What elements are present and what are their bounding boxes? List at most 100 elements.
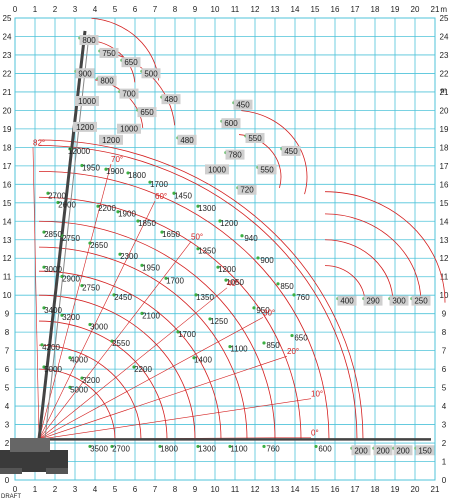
load-label: 650	[140, 108, 154, 117]
load-label-bg	[237, 184, 257, 195]
load-label: 1700	[178, 330, 196, 339]
load-label: 760	[296, 293, 310, 302]
load-label-bg	[117, 123, 141, 134]
load-point	[110, 444, 114, 449]
crane-body	[0, 438, 68, 474]
load-label: 1250	[210, 317, 228, 326]
load-label: 3200	[62, 313, 80, 322]
boom-angle-label: 30°	[263, 308, 275, 317]
x-tick-label-top: 4	[93, 5, 98, 14]
range-arc	[324, 239, 394, 303]
load-point	[140, 263, 144, 267]
load-label: 2450	[114, 293, 132, 302]
load-label: 1200	[76, 123, 94, 132]
load-label: 1800	[128, 171, 146, 180]
x-tick-label-top: 5	[113, 5, 118, 14]
load-label: 1350	[198, 247, 216, 256]
y-tick-label-right: 17	[440, 162, 449, 171]
y-tick-label: 0	[5, 476, 10, 485]
load-label: 1300	[198, 444, 216, 453]
x-tick-label-top: 19	[391, 5, 400, 14]
load-label: 450	[236, 101, 250, 110]
load-point	[164, 276, 168, 280]
load-label: 4000	[70, 356, 88, 365]
load-label-bg	[121, 57, 141, 68]
load-point	[208, 317, 212, 321]
boom-angle-line	[38, 287, 228, 440]
y-tick-label-right: 0	[442, 476, 447, 485]
x-tick-label-top: 9	[193, 5, 198, 14]
crane-base	[0, 450, 68, 472]
boom-angle-label: 0°	[311, 428, 319, 437]
load-point	[96, 204, 100, 208]
y-tick-label: 14	[3, 217, 12, 226]
x-tick-label-top: 12	[251, 5, 260, 14]
load-label: 1000	[78, 97, 96, 106]
x-tick-label-top: 10	[211, 5, 220, 14]
load-label: 750	[102, 49, 116, 58]
load-point	[88, 444, 92, 449]
y-tick-label: 24	[3, 32, 12, 41]
load-point	[80, 376, 84, 380]
load-point	[88, 241, 92, 245]
load-label: 800	[82, 36, 96, 45]
load-label-bg	[257, 164, 277, 175]
load-label: 1900	[118, 210, 136, 219]
load-label: 3400	[44, 306, 62, 315]
y-tick-label: 17	[3, 162, 12, 171]
load-label: 760	[266, 444, 280, 453]
load-point	[160, 230, 164, 234]
x-tick-label: 7	[153, 485, 158, 494]
load-label: 1650	[162, 230, 180, 239]
y-tick-label-right: 4	[442, 402, 447, 411]
load-label-bg	[79, 35, 99, 46]
load-label-bg	[337, 295, 357, 306]
range-arc	[324, 191, 446, 303]
y-tick-label-right: 15	[440, 199, 449, 208]
load-point	[46, 191, 50, 195]
load-point	[276, 282, 280, 286]
x-tick-label: 9	[193, 485, 198, 494]
x-unit-label: m	[440, 5, 447, 14]
boom-angle-label: 20°	[287, 347, 299, 356]
load-label: 200	[354, 446, 368, 455]
load-label: 1200	[102, 136, 120, 145]
y-tick-label-right: 24	[440, 32, 449, 41]
load-point	[56, 200, 60, 205]
load-label: 2100	[142, 311, 160, 320]
boom-angle-line	[38, 163, 112, 440]
y-tick-label: 2	[5, 439, 10, 448]
y-tick-label-right: 13	[440, 236, 449, 245]
x-tick-label: 17	[351, 485, 360, 494]
y-tick-label: 6	[5, 365, 10, 374]
load-label: 1950	[82, 164, 100, 173]
load-label: 650	[294, 334, 308, 343]
envelope-arc	[38, 139, 364, 440]
grid	[14, 17, 436, 481]
x-tick-label: 1	[33, 485, 38, 494]
load-label: 1800	[160, 444, 178, 453]
y-tick-label-right: 11	[440, 273, 449, 282]
load-label: 1300	[198, 204, 216, 213]
load-label-bg	[281, 145, 301, 156]
load-label: 1350	[196, 293, 214, 302]
y-tick-label: 13	[3, 236, 12, 245]
axes: 0011223344556677889910101111121213131414…	[3, 5, 449, 494]
load-label: 650	[124, 58, 138, 67]
x-tick-label: 10	[211, 485, 220, 494]
load-label: 1950	[142, 263, 160, 272]
x-tick-label: 15	[311, 485, 320, 494]
load-label: 1000	[120, 125, 138, 134]
load-label: 12000	[68, 147, 91, 156]
load-point	[148, 180, 152, 184]
y-unit-label: m	[440, 86, 447, 95]
load-label: 2550	[112, 339, 130, 348]
load-point	[42, 365, 46, 369]
y-tick-label-right: 10	[440, 291, 449, 300]
load-label-bg	[99, 47, 119, 58]
envelope-arc	[38, 220, 276, 440]
envelope-arc	[38, 344, 142, 440]
load-label: 3500	[90, 444, 108, 453]
load-label: 2600	[58, 200, 76, 209]
envelope-arc	[38, 368, 116, 440]
